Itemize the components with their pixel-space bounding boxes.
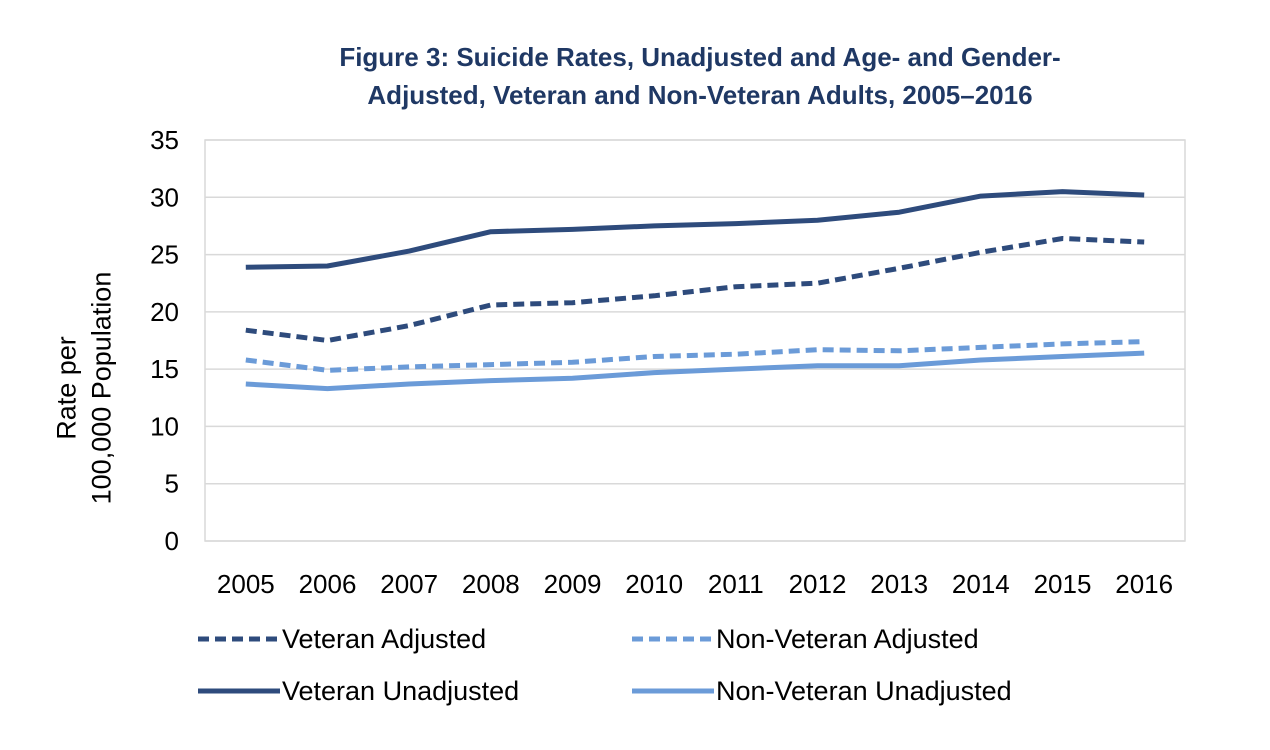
legend-item-veteran-unadjusted: Veteran Unadjusted xyxy=(198,673,519,709)
legend-label: Non-Veteran Adjusted xyxy=(716,623,979,654)
series-line-veteran-unadjusted xyxy=(245,189,1145,270)
y-tick-label: 25 xyxy=(150,240,179,270)
y-tick-label: 30 xyxy=(150,182,179,212)
series-line-veteran-adjusted xyxy=(245,236,1145,343)
legend-swatch-dashed-dark xyxy=(198,636,280,642)
x-tick-label: 2005 xyxy=(217,569,275,599)
x-tick-label: 2009 xyxy=(544,569,602,599)
x-tick-label: 2014 xyxy=(952,569,1010,599)
y-tick-label: 15 xyxy=(150,354,179,384)
legend-label: Non-Veteran Unadjusted xyxy=(716,675,1012,706)
x-tick-label: 2011 xyxy=(708,569,764,599)
legend-swatch-solid-light xyxy=(632,688,714,694)
gridlines xyxy=(204,139,1186,542)
y-tick-label: 5 xyxy=(165,469,179,499)
x-tick-label: 2007 xyxy=(380,569,438,599)
y-tick-label: 10 xyxy=(150,411,179,441)
legend-item-veteran-adjusted: Veteran Adjusted xyxy=(198,621,486,657)
y-tick-label: 0 xyxy=(165,526,179,556)
legend-item-non-veteran-adjusted: Non-Veteran Adjusted xyxy=(632,621,979,657)
x-tick-label: 2016 xyxy=(1115,569,1173,599)
series-line-non-veteran-unadjusted xyxy=(245,350,1145,392)
legend-label: Veteran Adjusted xyxy=(282,623,487,654)
x-tick-label: 2012 xyxy=(789,569,847,599)
x-tick-label: 2013 xyxy=(870,569,928,599)
x-axis-ticks: 2005 2006 2007 2008 2009 2010 2011 2012 2013 2014… xyxy=(217,569,1173,599)
y-tick-label: 35 xyxy=(150,125,179,155)
chart-title-line-1: Figure 3: Suicide Rates, Unadjusted and … xyxy=(339,42,1061,72)
y-axis-ticks: 0 5 10 15 20 25 30 35 xyxy=(150,125,179,556)
x-tick-label: 2008 xyxy=(462,569,520,599)
y-tick-label: 20 xyxy=(150,297,179,327)
series-lines xyxy=(245,189,1145,392)
legend-item-non-veteran-unadjusted: Non-Veteran Unadjusted xyxy=(632,673,1012,709)
legend-swatch-solid-dark xyxy=(198,688,280,694)
plot-area-border xyxy=(204,139,1186,542)
series-line-non-veteran-adjusted xyxy=(245,339,1145,373)
x-tick-label: 2010 xyxy=(625,569,683,599)
legend-label: Veteran Unadjusted xyxy=(282,675,520,706)
legend-swatch-dashed-light xyxy=(632,636,714,642)
y-axis-label-line-2: 100,000 Population xyxy=(86,271,117,505)
chart-title-line-2: Adjusted, Veteran and Non-Veteran Adults… xyxy=(367,80,1033,110)
y-axis-label-line-1: Rate per xyxy=(51,336,82,440)
x-tick-label: 2006 xyxy=(299,569,357,599)
x-tick-label: 2015 xyxy=(1034,569,1092,599)
